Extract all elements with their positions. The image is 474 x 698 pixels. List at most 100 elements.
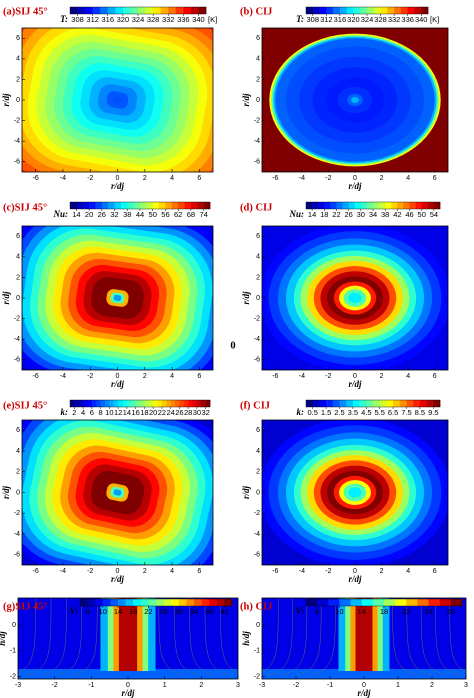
y-tick-label: 6 bbox=[256, 35, 260, 42]
colorbar-cell bbox=[140, 599, 149, 606]
colorbar-cell bbox=[183, 7, 192, 14]
colorbar-tick-label: 44 bbox=[136, 210, 144, 219]
colorbar-cell bbox=[127, 202, 134, 209]
colorbar-cell bbox=[406, 400, 414, 407]
colorbar-tick-label: 38 bbox=[381, 210, 389, 219]
x-axis-label: r/dj bbox=[111, 181, 125, 191]
streamline bbox=[56, 598, 83, 676]
colorbar-cell bbox=[171, 599, 180, 606]
x-tick-label: 4 bbox=[170, 175, 174, 182]
colorbar-cell bbox=[190, 7, 199, 14]
x-tick-label: 0 bbox=[353, 568, 357, 575]
y-tick-label: -2 bbox=[14, 117, 20, 124]
y-tick-label: -6 bbox=[14, 357, 20, 364]
x-tick-label: -4 bbox=[299, 568, 305, 575]
colorbar-cell bbox=[130, 7, 139, 14]
colorbar-cell bbox=[312, 400, 320, 407]
colorbar-cell bbox=[379, 400, 387, 407]
colorbar-tick-label: 22 bbox=[144, 607, 152, 616]
colorbar-tick-label: 42 bbox=[393, 210, 401, 219]
x-tick-label: 6 bbox=[197, 175, 201, 182]
colorbar-tick-label: 56 bbox=[161, 210, 169, 219]
x-tick-label: 2 bbox=[380, 568, 384, 575]
colorbar-cell bbox=[101, 202, 109, 209]
colorbar-cell bbox=[372, 599, 385, 606]
colorbar-tick-label: 9.5 bbox=[428, 408, 438, 417]
x-tick-label: -4 bbox=[60, 373, 66, 380]
colorbar-cell bbox=[406, 599, 418, 606]
contour-band bbox=[351, 96, 359, 104]
x-tick-label: -1 bbox=[88, 682, 94, 689]
x-tick-label: -2 bbox=[293, 682, 299, 689]
colorbar-cell bbox=[175, 400, 180, 407]
colorbar-cell bbox=[188, 400, 193, 407]
colorbar-tick-label: 14 bbox=[114, 607, 122, 616]
colorbar-tick-label: 332 bbox=[162, 15, 175, 24]
y-tick-label: -2 bbox=[254, 673, 260, 680]
y-tick-label: 0 bbox=[16, 295, 20, 302]
colorbar-cell bbox=[216, 599, 225, 606]
x-tick-label: 1 bbox=[163, 682, 167, 689]
colorbar-label: Nu: bbox=[52, 209, 68, 219]
colorbar-label: k: bbox=[61, 407, 69, 417]
colorbar-cell bbox=[122, 7, 131, 14]
colorbar-cell bbox=[165, 202, 173, 209]
colorbar-cell bbox=[400, 7, 408, 14]
x-axis-label: r/dj bbox=[121, 688, 135, 698]
colorbar-tick-label: 30 bbox=[357, 210, 365, 219]
x-tick-label: -2 bbox=[325, 175, 331, 182]
colorbar-cell bbox=[306, 7, 314, 14]
x-tick-label: 4 bbox=[170, 568, 174, 575]
x-tick-label: 2 bbox=[380, 373, 384, 380]
colorbar-cell bbox=[414, 7, 422, 14]
colorbar-cell bbox=[427, 202, 435, 209]
y-tick-label: 2 bbox=[256, 274, 260, 281]
y-axis-label: r/dj bbox=[241, 93, 251, 107]
plot-field bbox=[18, 598, 238, 679]
colorbar-tick-label: 14 bbox=[123, 408, 131, 417]
colorbar-tick-label: 316 bbox=[102, 15, 115, 24]
colorbar-cell bbox=[409, 202, 416, 209]
colorbar-cell bbox=[203, 202, 211, 209]
colorbar-tick-label: 68 bbox=[187, 210, 195, 219]
colorbar-cell bbox=[196, 400, 202, 407]
y-tick-label: -6 bbox=[254, 159, 260, 166]
colorbar-cell bbox=[157, 400, 163, 407]
colorbar-cell bbox=[319, 400, 327, 407]
x-tick-label: 6 bbox=[433, 175, 437, 182]
colorbar-tick-label: 22 bbox=[332, 210, 340, 219]
colorbar-cell bbox=[87, 400, 93, 407]
colorbar-tick-label: 8 bbox=[99, 408, 103, 417]
x-tick-label: -6 bbox=[33, 175, 39, 182]
colorbar-cell bbox=[120, 202, 128, 209]
colorbar-tick-label: 8.5 bbox=[415, 408, 425, 417]
colorbar-frame bbox=[69, 399, 211, 408]
colorbar-cell bbox=[318, 202, 325, 209]
colorbar-tick-label: 62 bbox=[174, 210, 182, 219]
colorbar-tick-label: 30 bbox=[193, 408, 201, 417]
plot-field bbox=[22, 226, 213, 370]
plot-field bbox=[22, 420, 213, 565]
colorbar-unit: [K] bbox=[430, 15, 439, 24]
colorbar-cell bbox=[100, 400, 106, 407]
colorbar-cell bbox=[339, 400, 347, 407]
colorbar-cell bbox=[74, 400, 80, 407]
panel-title: (g)SIJ 45° bbox=[3, 601, 48, 612]
x-tick-label: 0 bbox=[126, 682, 130, 689]
plot-field bbox=[262, 598, 466, 679]
stray-label: 0 bbox=[230, 340, 235, 351]
colorbar-cell bbox=[433, 400, 441, 407]
colorbar-cell bbox=[339, 599, 351, 606]
colorbar-unit: [K] bbox=[208, 15, 217, 24]
x-tick-label: 3 bbox=[236, 682, 240, 689]
y-tick-label: 4 bbox=[16, 56, 20, 63]
colorbar-tick-label: 50 bbox=[418, 210, 426, 219]
x-tick-label: 2 bbox=[143, 373, 147, 380]
x-tick-label: -2 bbox=[87, 373, 93, 380]
panel-title: (f) CIJ bbox=[240, 400, 270, 411]
y-tick-label: 2 bbox=[256, 76, 260, 83]
colorbar-cell bbox=[326, 7, 334, 14]
colorbar-cell bbox=[168, 7, 177, 14]
colorbar-tick-label: 34 bbox=[369, 210, 377, 219]
y-tick-label: -6 bbox=[14, 159, 20, 166]
